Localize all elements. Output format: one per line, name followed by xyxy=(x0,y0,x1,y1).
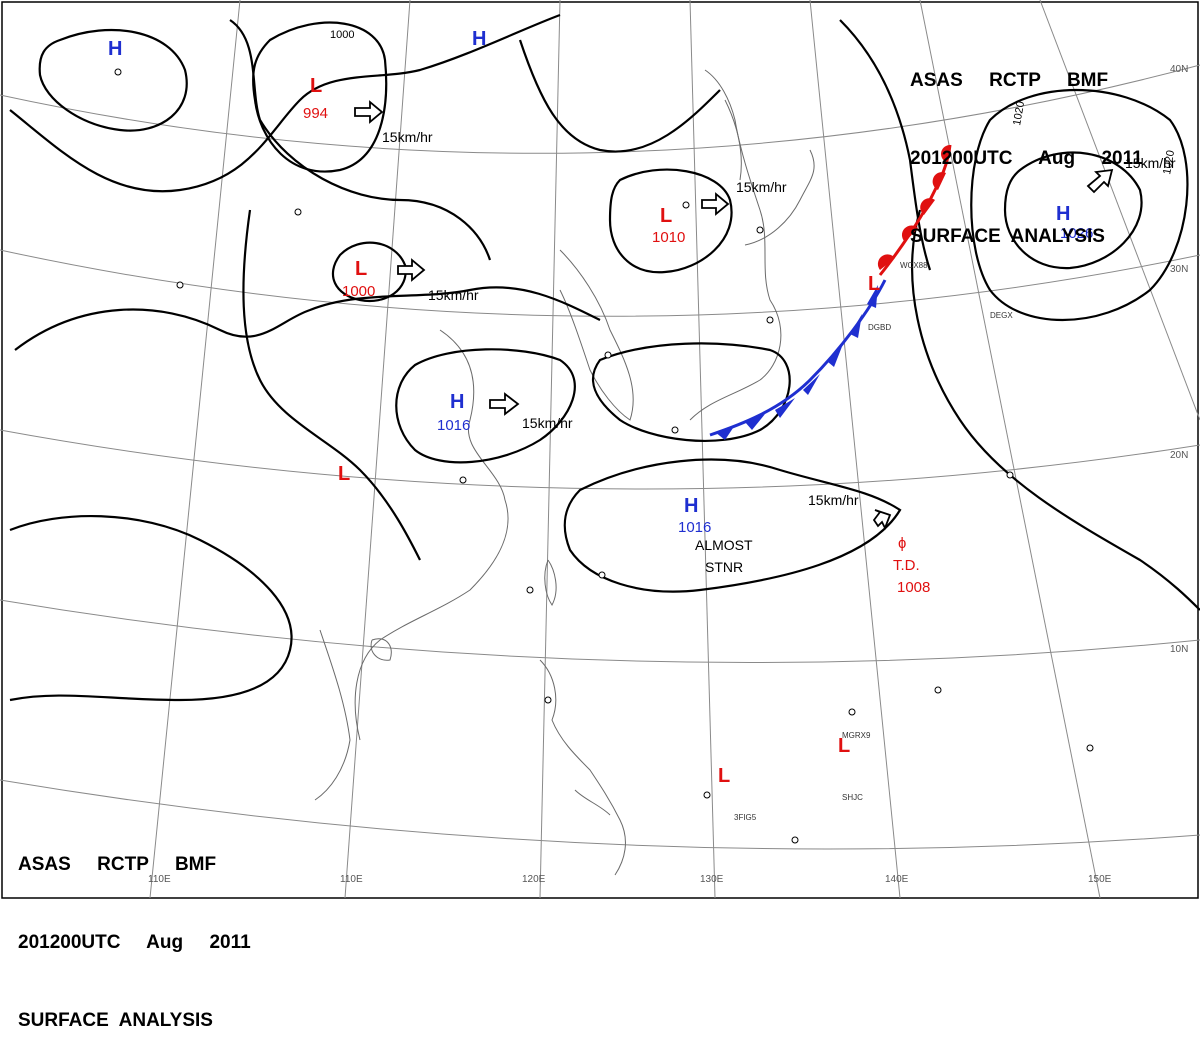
station-id: SHJC xyxy=(842,793,863,802)
high-symbol: H xyxy=(684,495,698,517)
latitude-label: 20N xyxy=(1170,450,1188,461)
warm-front-lobe xyxy=(941,144,951,162)
isobar-label: 1020 xyxy=(1161,149,1177,175)
low-pressure-value: 1010 xyxy=(652,229,685,246)
tropical-depression-pressure: 1008 xyxy=(897,579,930,596)
longitude-grid xyxy=(149,0,1200,899)
latitude-label: 40N xyxy=(1170,64,1188,75)
title-line-2: 201200UTC Aug 2011 xyxy=(910,148,1143,169)
motion-arrow xyxy=(354,100,384,124)
isobar-label: 1020 xyxy=(1011,100,1027,126)
title-line-1: ASAS RCTP BMF xyxy=(18,854,217,875)
graticule-labels: 110E 110E 120E 130E 140E 150E 40N 30N 20… xyxy=(148,64,1188,885)
motion-arrow xyxy=(872,509,892,531)
station-markers xyxy=(114,68,1094,844)
title-line-3: SURFACE ANALYSIS xyxy=(18,1010,213,1031)
low-symbol: L xyxy=(660,205,672,227)
coastlines xyxy=(314,69,815,876)
title-line-1: ASAS RCTP BMF xyxy=(910,70,1109,91)
low-symbol: L xyxy=(718,765,730,787)
isobars xyxy=(9,13,1200,702)
motion-speed-label: 15km/hr xyxy=(382,129,433,145)
motion-speed-label: 15km/hr xyxy=(522,415,573,431)
longitude-label: 140E xyxy=(885,874,909,885)
longitude-label: 150E xyxy=(1088,874,1112,885)
low-symbol: L xyxy=(868,273,880,295)
latitude-label: 30N xyxy=(1170,264,1188,275)
warm-front-lobe xyxy=(932,172,946,190)
almost-stnr-line1: ALMOST xyxy=(695,537,753,553)
high-pressure-value: 1026 xyxy=(1060,225,1093,242)
cold-front-barb xyxy=(745,414,765,430)
cold-front-barb xyxy=(828,344,843,367)
tropical-depression-symbol: ɸ xyxy=(898,535,906,552)
motion-arrow xyxy=(1086,168,1114,194)
cold-front xyxy=(709,279,887,440)
station-id: MGRX9 xyxy=(842,731,871,740)
cold-front-barb xyxy=(867,285,878,308)
map-border xyxy=(1,1,1199,899)
motion-speed-label: 15km/hr xyxy=(428,287,479,303)
isobar-label: 1000 xyxy=(330,29,354,41)
station-labels: WCX88 DGBD MGRX9 SHJC 3FIG5 DEGX xyxy=(734,261,1013,822)
tropical-depression: ɸ T.D. 1008 xyxy=(893,535,930,596)
title-line-2: 201200UTC Aug 2011 xyxy=(18,932,251,953)
motion-labels: 15km/hr 15km/hr 15km/hr 15km/hr 15km/hr … xyxy=(382,129,1176,508)
surface-analysis-map: H H L 994 L 1000 H 1016 L L 1010 H 1016 … xyxy=(0,0,1200,899)
station-id: DEGX xyxy=(990,311,1013,320)
low-pressure-value: 994 xyxy=(303,105,328,122)
warm-front-lobe xyxy=(920,198,935,215)
motion-arrows xyxy=(354,100,1114,531)
station-id: 3FIG5 xyxy=(734,813,757,822)
low-symbol: L xyxy=(310,75,322,97)
cold-front-barb xyxy=(850,314,862,338)
motion-arrow xyxy=(397,258,426,282)
title-block-top-right: ASAS RCTP BMF 201200UTC Aug 2011 SURFACE… xyxy=(910,16,1143,276)
motion-speed-label: 15km/hr xyxy=(808,492,859,508)
almost-stnr-line2: STNR xyxy=(705,559,743,575)
longitude-label: 110E xyxy=(148,874,171,885)
warm-front-lobe xyxy=(901,225,918,242)
high-pressure-value: 1016 xyxy=(678,519,711,536)
title-block-bottom-left: ASAS RCTP BMF 201200UTC Aug 2011 SURFACE… xyxy=(18,800,251,1060)
high-symbol: H xyxy=(108,38,122,60)
tropical-depression-label: T.D. xyxy=(893,557,920,574)
motion-speed-label: 15km/hr xyxy=(1125,155,1176,171)
cold-front-barb xyxy=(715,425,735,440)
latitude-label: 10N xyxy=(1170,644,1188,655)
motion-arrow xyxy=(701,192,730,216)
pressure-systems: H H L 994 L 1000 H 1016 L L 1010 H 1016 … xyxy=(108,28,1093,787)
longitude-label: 120E xyxy=(522,874,546,885)
motion-speed-label: 15km/hr xyxy=(736,179,787,195)
longitude-label: 130E xyxy=(700,874,724,885)
cold-front-barb xyxy=(803,374,820,395)
title-line-3: SURFACE ANALYSIS xyxy=(910,226,1105,247)
longitude-label: 110E xyxy=(340,874,363,885)
station-id: DGBD xyxy=(868,323,891,332)
low-symbol: L xyxy=(838,735,850,757)
warm-front-lobe xyxy=(877,254,895,270)
warm-front xyxy=(877,144,952,276)
station-id: WCX88 xyxy=(900,261,928,270)
low-pressure-value: 1000 xyxy=(342,283,375,300)
high-pressure-value: 1016 xyxy=(437,417,470,434)
high-symbol: H xyxy=(1056,203,1070,225)
motion-arrow xyxy=(489,392,520,416)
low-symbol: L xyxy=(338,463,350,485)
high-symbol: H xyxy=(472,28,486,50)
low-symbol: L xyxy=(355,258,367,280)
cold-front-barb xyxy=(775,398,795,418)
high-symbol: H xyxy=(450,391,464,413)
